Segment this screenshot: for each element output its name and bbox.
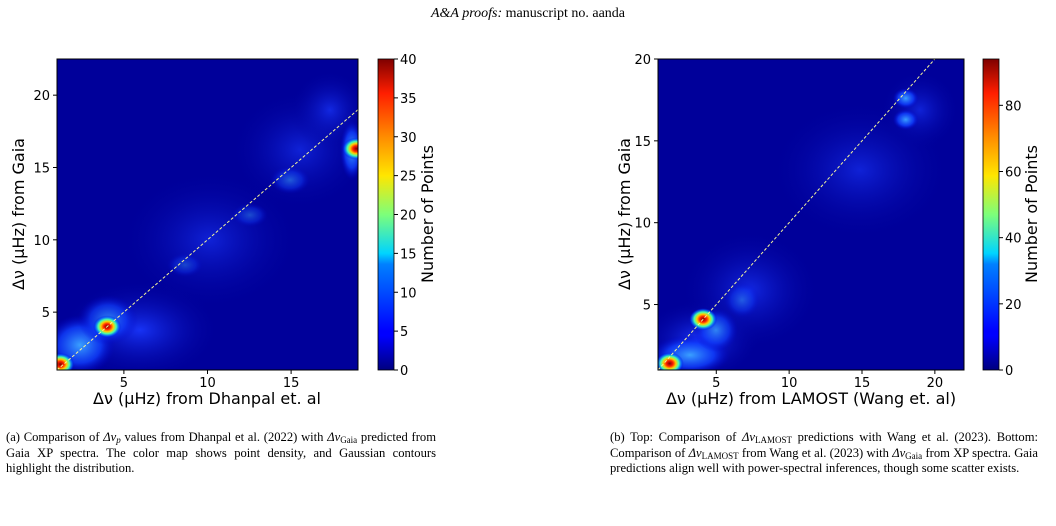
x-tick-label-b-3: 20 [927,376,944,391]
y-axis-label-a: Δν (μHz) from Gaia [9,138,28,290]
colorbar-tick-label-a-5: 25 [400,170,417,185]
colorbar-tick-label-a-7: 35 [400,92,417,107]
journal-name: A&A proofs: [430,6,503,21]
caption-b-sub-2: LAMOST [701,450,739,461]
hotspot-b-0 [658,352,684,370]
hotspot-a-0 [57,353,75,370]
caption-b-text1: Top: Comparison of [630,430,742,444]
caption-a-dnu-gaia: Δν [327,430,341,444]
colorbar-tick-label-a-6: 30 [400,131,417,146]
figure-panels: 5 10 15 5 10 15 20 Δν (μHz) from Dhanpal et. a… [9,53,1041,408]
y-tick-label-b-3: 20 [634,53,651,68]
running-header: A&A proofs: manuscript no. aanda [0,6,1056,22]
caption-a-label: (a) [6,430,20,444]
caption-b-dnu-3: Δν [892,445,906,460]
heatmap-panel-a: 5 10 15 5 10 15 20 Δν (μHz) from Dhanpal et. a… [9,53,437,408]
y-tick-label-b-0: 5 [643,299,651,314]
caption-b-sub-3: Gaia [905,450,923,461]
caption-a-sub-gaia: Gaia [340,435,358,445]
y-tick-label-b-1: 10 [634,217,651,232]
colorbar-tick-label-b-4: 80 [1005,99,1022,114]
y-tick-label-a-0: 5 [42,306,50,321]
colorbar-tick-label-b-2: 40 [1005,232,1022,247]
x-tick-label-b-0: 5 [712,376,720,391]
colorbar-tick-label-b-3: 60 [1005,165,1022,180]
hotspot-b-2 [892,109,919,130]
x-tick-label-b-1: 10 [781,376,798,391]
colorbar-tick-label-a-4: 20 [400,209,417,224]
hotspot-b-3 [892,87,919,109]
colorbar-ticks-a: 0 5 10 15 20 25 30 35 40 [394,53,417,379]
y-tick-label-a-3: 20 [33,89,50,104]
colorbar-a [377,58,395,371]
colorbar-b [982,58,1000,371]
manuscript-number: manuscript no. aanda [505,6,626,21]
caption-b-sub-1: LAMOST [754,435,792,445]
identity-line-b [657,58,936,371]
x-axis-label-b: Δν (μHz) from LAMOST (Wang et. al) [666,389,956,408]
caption-b-text4: from XP spectra. Gaia predictions align … [610,445,1038,476]
density-layer-a [57,70,358,370]
caption-a-sub-p: p [116,435,121,445]
caption-b-text2: predictions with Wang et al. (2023). Bot… [610,430,1038,460]
caption-a-dnu-p: Δν [103,430,117,444]
axes-a: 5 10 15 5 10 15 20 [33,89,299,391]
x-axis-label-a: Δν (μHz) from Dhanpal et. al [93,389,321,408]
axes-b: 5 10 15 20 5 10 15 20 [634,53,943,391]
x-tick-label-b-2: 15 [854,376,871,391]
colorbar-tick-label-a-1: 5 [400,325,408,340]
caption-b-dnu-2: Δν [688,445,702,460]
caption-b-label: (b) [610,430,625,444]
colorbar-tick-label-b-0: 0 [1005,364,1013,379]
identity-line-a [56,109,359,371]
density-layer-b [658,70,960,370]
caption-a: (a) Comparison of Δνp values from Dhanpa… [6,430,436,477]
y-axis-label-b: Δν (μHz) from Gaia [615,138,634,290]
x-tick-label-a-2: 15 [283,376,300,391]
colorbar-ticks-b: 0 20 40 60 80 [999,99,1022,379]
y-tick-label-a-1: 10 [33,234,50,249]
caption-b-text3: from Wang et al. (2023) with [738,445,893,460]
colorbar-label-a: Number of Points [418,145,437,283]
caption-a-text1: Comparison of [23,430,104,444]
x-tick-label-a-0: 5 [120,376,128,391]
y-tick-label-b-2: 15 [634,135,651,150]
colorbar-tick-label-a-2: 10 [400,286,417,301]
heatmap-panel-b: 5 10 15 20 5 10 15 20 Δν (μHz) from LAMOST (Wan… [615,53,1041,408]
colorbar-tick-label-a-0: 0 [400,364,408,379]
caption-b-dnu-1: Δν [742,430,755,444]
colorbar-label-b: Number of Points [1022,145,1041,283]
colorbar-tick-label-a-8: 40 [400,53,417,68]
caption-a-text2: values from Dhanpal et al. (2022) with [120,430,328,444]
caption-a-text3: predicted from Gaia XP spectra. The colo… [6,430,436,475]
hotspot-a-2 [342,137,358,160]
caption-b: (b) Top: Comparison of ΔνLAMOST predicti… [610,430,1038,477]
reference-line-a [56,109,359,371]
reference-line-b [657,58,936,371]
x-tick-label-a-1: 10 [199,376,216,391]
colorbar-tick-label-a-3: 15 [400,247,417,262]
y-tick-label-a-2: 15 [33,161,50,176]
colorbar-tick-label-b-1: 20 [1005,298,1022,313]
